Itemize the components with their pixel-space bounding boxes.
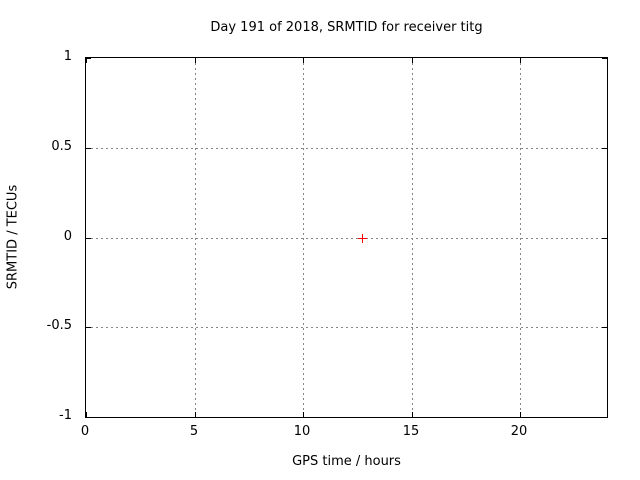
y-gridline bbox=[86, 327, 607, 328]
plot-area bbox=[85, 57, 608, 418]
y-tick-left bbox=[86, 58, 91, 59]
x-tick-label: 0 bbox=[80, 424, 90, 439]
y-axis-label: SRMTID / TECUs bbox=[5, 184, 21, 290]
y-tick-right bbox=[602, 148, 607, 149]
x-tick-top bbox=[520, 58, 521, 63]
y-tick-label: 0.5 bbox=[51, 139, 72, 154]
x-tick-label: 5 bbox=[189, 424, 199, 439]
y-tick-right bbox=[602, 417, 607, 418]
x-tick-bottom bbox=[86, 412, 87, 417]
x-tick-top bbox=[303, 58, 304, 63]
y-tick-label: -0.5 bbox=[46, 318, 72, 333]
y-tick-label: 0 bbox=[63, 229, 72, 244]
y-tick-left bbox=[86, 417, 91, 418]
y-tick-left bbox=[86, 327, 91, 328]
x-gridline bbox=[412, 58, 413, 417]
x-tick-bottom bbox=[520, 412, 521, 417]
y-gridline bbox=[86, 238, 607, 239]
y-tick-right bbox=[602, 58, 607, 59]
y-tick-right bbox=[602, 238, 607, 239]
y-tick-left bbox=[86, 148, 91, 149]
x-tick-top bbox=[412, 58, 413, 63]
x-axis-label: GPS time / hours bbox=[292, 454, 401, 469]
data-point-marker-arm bbox=[362, 234, 363, 243]
x-tick-label: 10 bbox=[293, 424, 311, 439]
x-tick-top bbox=[195, 58, 196, 63]
y-gridline bbox=[86, 148, 607, 149]
x-tick-label: 20 bbox=[510, 424, 528, 439]
y-tick-label: 1 bbox=[63, 49, 72, 64]
x-gridline bbox=[520, 58, 521, 417]
y-tick-left bbox=[86, 238, 91, 239]
x-tick-bottom bbox=[412, 412, 413, 417]
y-tick-right bbox=[602, 327, 607, 328]
x-gridline bbox=[195, 58, 196, 417]
x-tick-label: 15 bbox=[402, 424, 420, 439]
x-tick-bottom bbox=[195, 412, 196, 417]
y-tick-label: -1 bbox=[59, 408, 72, 423]
chart-title: Day 191 of 2018, SRMTID for receiver tit… bbox=[210, 20, 483, 35]
x-tick-bottom bbox=[303, 412, 304, 417]
x-tick-top bbox=[86, 58, 87, 63]
x-gridline bbox=[303, 58, 304, 417]
